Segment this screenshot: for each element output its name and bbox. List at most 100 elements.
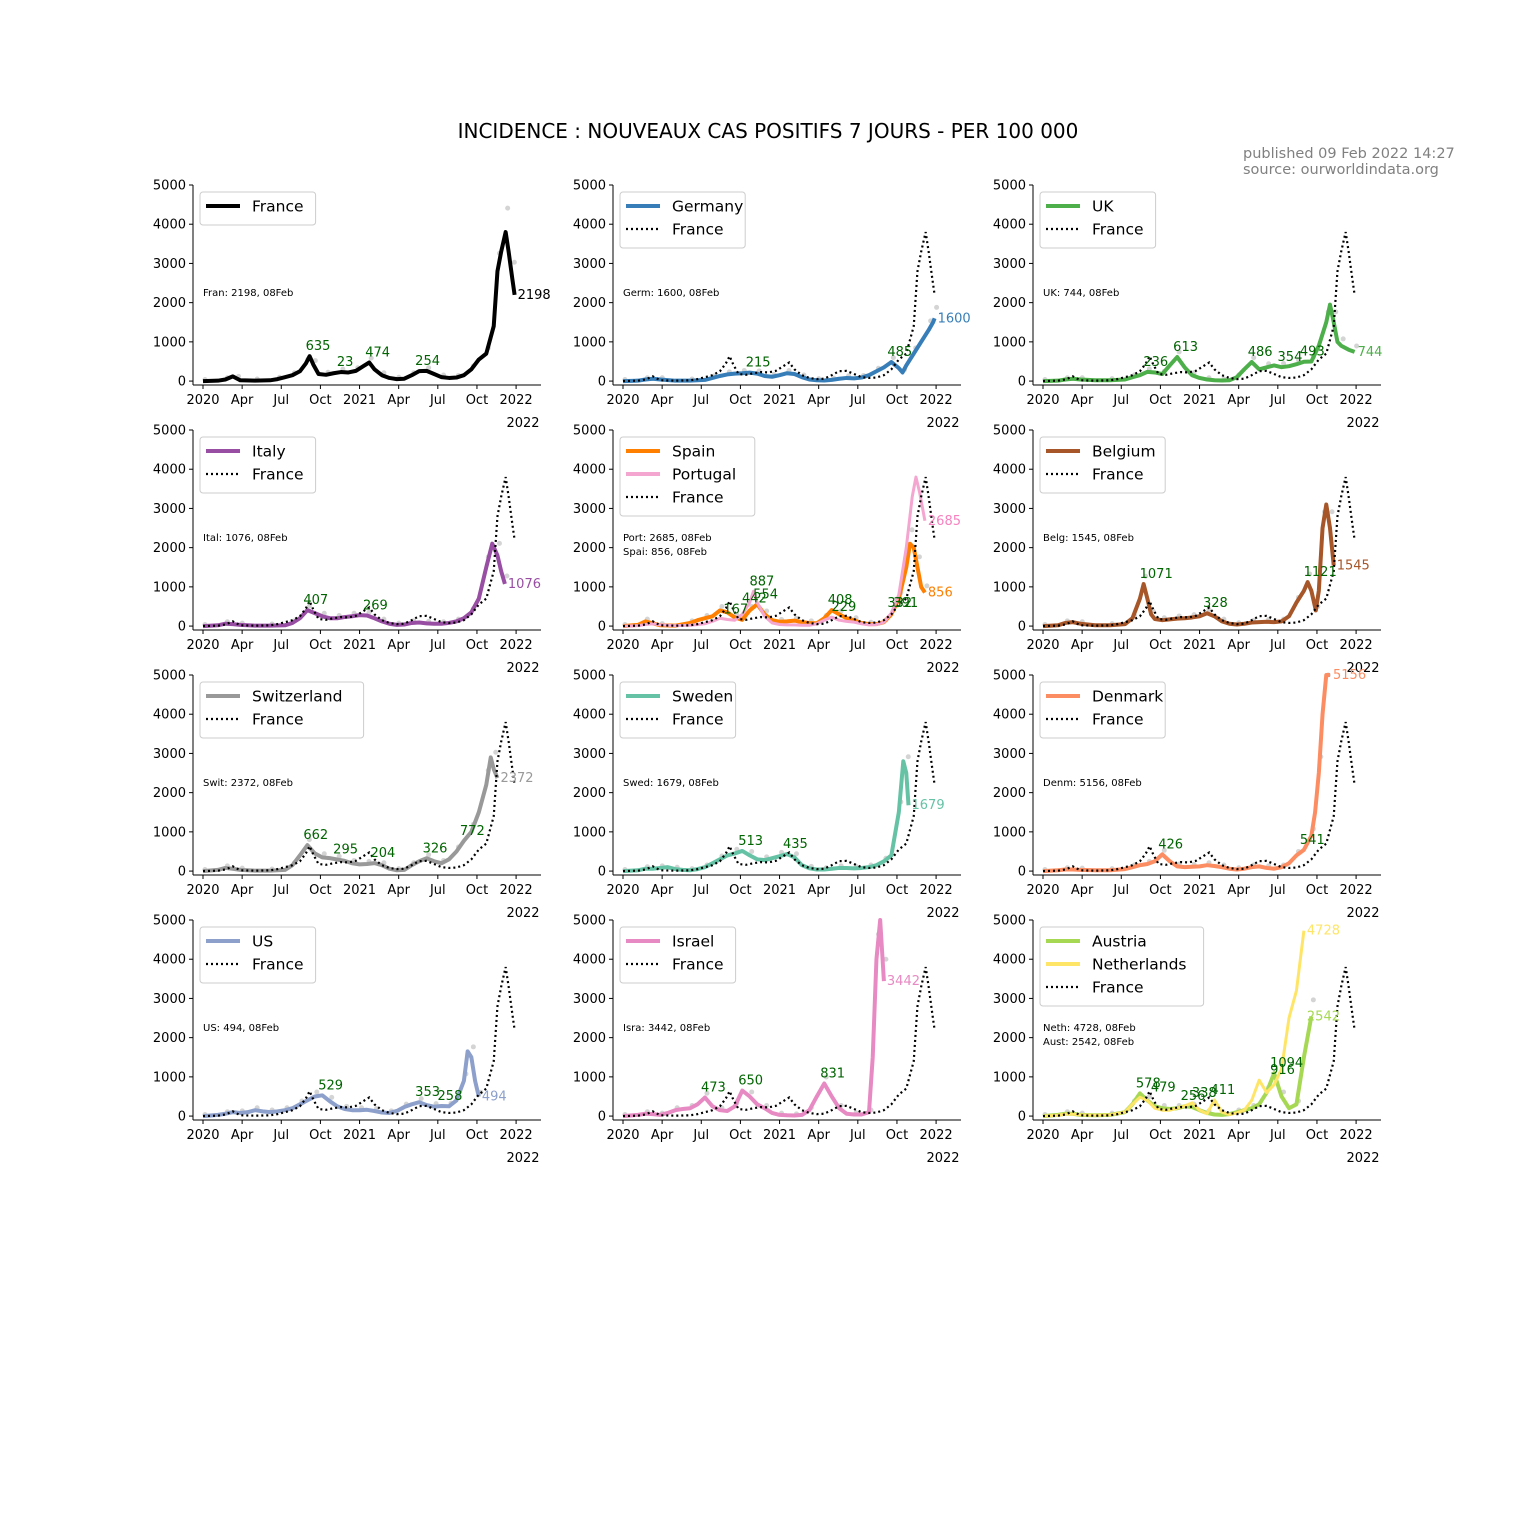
data-label: 887 bbox=[749, 574, 774, 589]
x-tick-label: Jul bbox=[1112, 1128, 1129, 1143]
x-tick-label: Oct bbox=[466, 638, 488, 653]
data-label: 856 bbox=[928, 586, 953, 601]
x-tick-label: Jul bbox=[849, 393, 866, 408]
raw-point bbox=[749, 848, 755, 854]
series-line-belgium bbox=[1042, 502, 1336, 629]
x-tick-label: 2022 bbox=[920, 393, 953, 408]
raw-point bbox=[418, 1096, 424, 1102]
data-label: 578 bbox=[1136, 1076, 1161, 1091]
x-tick-label: Jul bbox=[429, 883, 446, 898]
y-tick-label: 4000 bbox=[573, 953, 606, 968]
legend-label: France bbox=[672, 711, 724, 729]
data-label: 3442 bbox=[887, 974, 920, 989]
y-tick-label: 4000 bbox=[153, 708, 186, 723]
x-tick-label: Jul bbox=[429, 393, 446, 408]
legend: Belgium France bbox=[1039, 436, 1166, 494]
raw-point bbox=[426, 852, 432, 858]
y-tick-label: 3000 bbox=[153, 747, 186, 762]
series-line-israel bbox=[622, 918, 886, 1119]
legend-label: France bbox=[672, 221, 724, 239]
legend-label: France bbox=[252, 711, 304, 729]
y-tick-label: 5000 bbox=[993, 669, 1026, 684]
x-tick-label: Oct bbox=[309, 393, 331, 408]
x-axis-label: 2022 bbox=[506, 416, 539, 431]
panel-switzerland: 0 1000 2000 3000 4000 5000 2020 Apr Jul Oct 2021 Ap… bbox=[153, 669, 541, 921]
y-tick-label: 3000 bbox=[993, 257, 1026, 272]
data-label: 2685 bbox=[928, 514, 961, 529]
x-tick-label: 2022 bbox=[1340, 883, 1373, 898]
series-line-france bbox=[622, 721, 936, 873]
raw-point bbox=[1310, 997, 1316, 1003]
data-label: 1076 bbox=[508, 577, 541, 592]
legend-label: Spain bbox=[672, 443, 715, 461]
raw-point bbox=[314, 1089, 320, 1095]
data-label: 269 bbox=[363, 599, 388, 614]
x-tick-label: Oct bbox=[1149, 1128, 1171, 1143]
x-axis-label: 2022 bbox=[1346, 1151, 1379, 1166]
x-tick-label: Apr bbox=[807, 883, 830, 898]
data-label: 772 bbox=[460, 824, 485, 839]
x-tick-label: 2020 bbox=[1026, 393, 1059, 408]
data-label: 1071 bbox=[1140, 567, 1173, 582]
y-tick-label: 3000 bbox=[573, 992, 606, 1007]
series-line-france bbox=[202, 966, 516, 1118]
x-tick-label: 2020 bbox=[1026, 883, 1059, 898]
y-tick-label: 1000 bbox=[573, 335, 606, 350]
y-tick-label: 2000 bbox=[153, 541, 186, 556]
x-tick-label: 2022 bbox=[1340, 1128, 1373, 1143]
x-tick-label: Oct bbox=[886, 638, 908, 653]
y-tick-label: 5000 bbox=[993, 914, 1026, 929]
data-label: 338 bbox=[1192, 1086, 1217, 1101]
latest-value-note: US: 494, 08Feb bbox=[203, 1023, 279, 1034]
x-tick-label: 2021 bbox=[1183, 638, 1216, 653]
data-label: 204 bbox=[370, 846, 395, 861]
legend-box bbox=[619, 436, 756, 517]
y-tick-label: 4000 bbox=[153, 218, 186, 233]
y-tick-label: 0 bbox=[178, 620, 186, 635]
data-label: 474 bbox=[365, 345, 390, 360]
legend-label: Sweden bbox=[672, 688, 733, 706]
x-axis-label: 2022 bbox=[926, 661, 959, 676]
legend: Denmark France bbox=[1039, 681, 1166, 739]
data-label: 215 bbox=[746, 356, 771, 371]
y-tick-label: 5000 bbox=[153, 179, 186, 194]
raw-points bbox=[622, 754, 911, 873]
data-label: 744 bbox=[1358, 345, 1383, 360]
raw-point bbox=[905, 754, 911, 760]
x-tick-label: Apr bbox=[651, 883, 674, 898]
panel-us: 0 1000 2000 3000 4000 5000 2020 Apr Jul Oct 2021 Ap… bbox=[153, 914, 541, 1166]
x-tick-label: 2021 bbox=[343, 393, 376, 408]
x-tick-label: 2020 bbox=[606, 393, 639, 408]
x-tick-label: Oct bbox=[1306, 638, 1328, 653]
x-tick-label: 2020 bbox=[606, 638, 639, 653]
raw-point bbox=[321, 851, 327, 857]
y-tick-label: 0 bbox=[178, 375, 186, 390]
data-label: 23 bbox=[337, 355, 354, 370]
y-tick-label: 4000 bbox=[573, 218, 606, 233]
x-tick-label: 2022 bbox=[920, 883, 953, 898]
data-label: 1121 bbox=[1304, 565, 1337, 580]
y-tick-label: 5000 bbox=[153, 669, 186, 684]
legend-label: France bbox=[672, 489, 724, 507]
y-tick-label: 3000 bbox=[153, 992, 186, 1007]
x-tick-label: Oct bbox=[1149, 638, 1171, 653]
data-label: 408 bbox=[828, 593, 853, 608]
data-label: 2542 bbox=[1307, 1009, 1340, 1024]
legend-label: Belgium bbox=[1092, 443, 1156, 461]
raw-point bbox=[1176, 349, 1182, 355]
x-tick-label: Jul bbox=[1269, 1128, 1286, 1143]
raw-point bbox=[493, 749, 499, 755]
x-axis-label: 2022 bbox=[1346, 661, 1379, 676]
raw-point bbox=[1251, 355, 1257, 361]
legend: UK France bbox=[1039, 191, 1157, 249]
raw-point bbox=[504, 573, 510, 579]
panel-sweden: 0 1000 2000 3000 4000 5000 2020 Apr Jul Oct 2021 Ap… bbox=[573, 669, 961, 921]
data-label: 831 bbox=[820, 1066, 845, 1081]
x-tick-label: Apr bbox=[1071, 1128, 1094, 1143]
x-tick-label: 2020 bbox=[186, 638, 219, 653]
y-tick-label: 0 bbox=[1018, 1110, 1026, 1125]
x-axis-label: 2022 bbox=[506, 1151, 539, 1166]
data-label: 613 bbox=[1173, 340, 1198, 355]
data-label: 650 bbox=[738, 1074, 763, 1089]
